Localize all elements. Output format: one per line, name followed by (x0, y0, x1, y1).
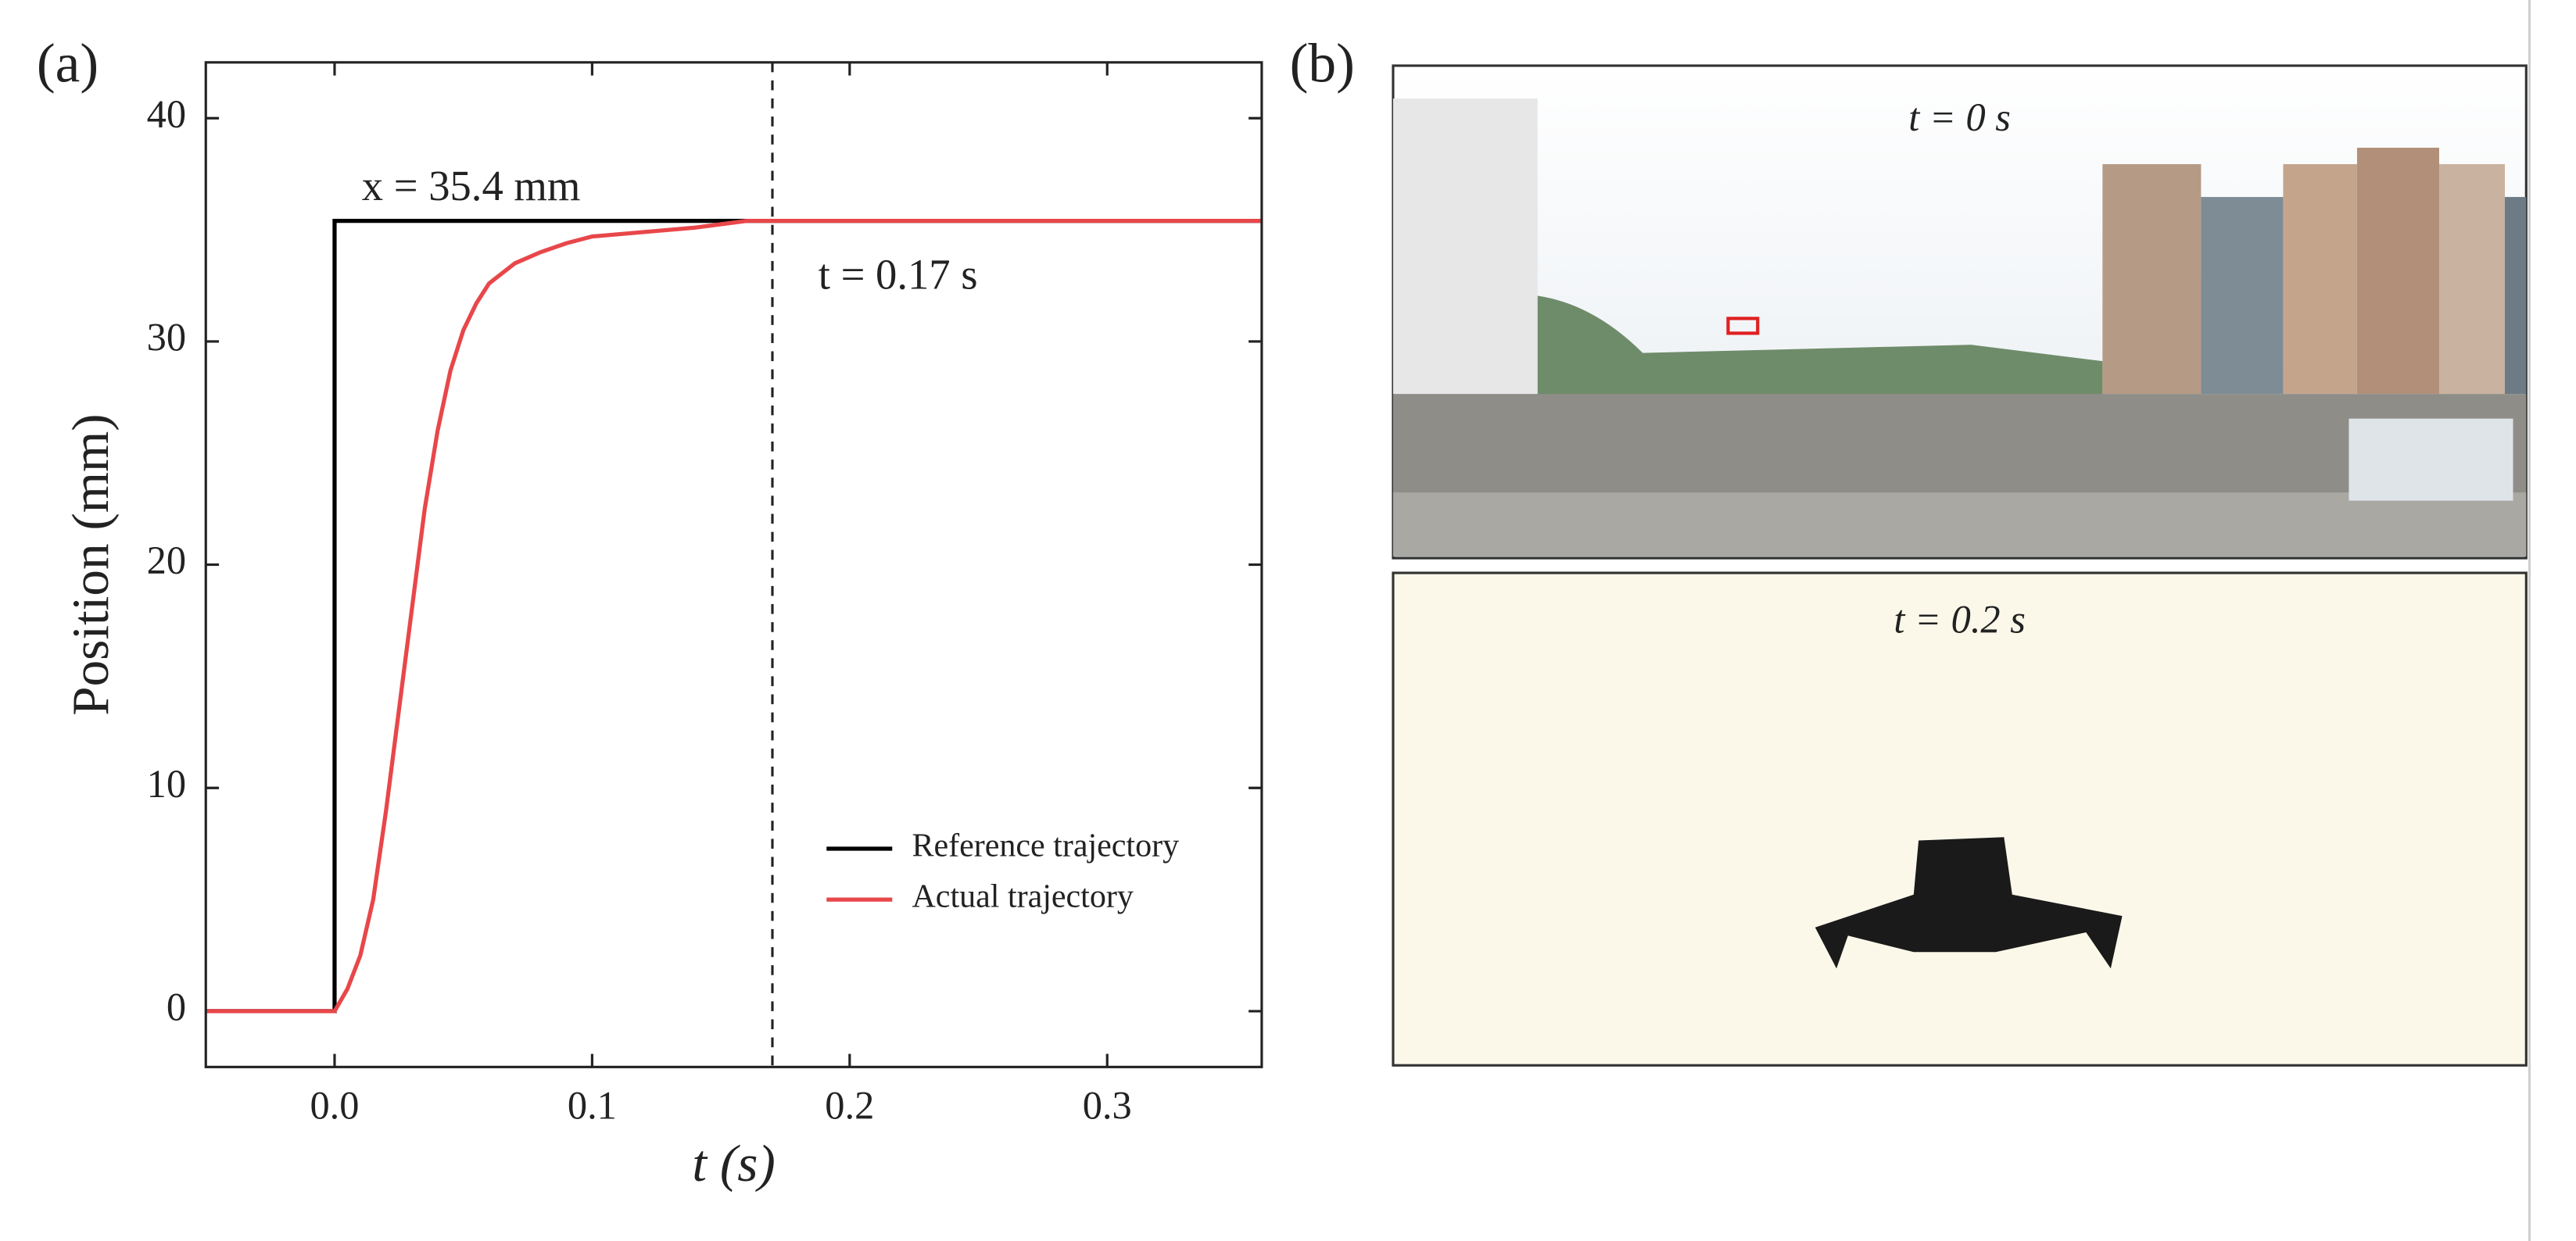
photo-bottom (1392, 571, 2528, 1067)
annotation: x = 35.4 mm (362, 162, 581, 209)
y-tick-label: 10 (147, 762, 186, 806)
plot-frame (204, 61, 1263, 1068)
x-tick-label: 0.3 (1083, 1084, 1132, 1128)
series-line (206, 219, 1262, 1014)
x-tick-label: 0.0 (310, 1084, 359, 1128)
y-tick-label: 30 (147, 315, 186, 359)
photo-label: t = 0.2 s (1893, 598, 2025, 642)
legend-label: Actual trajectory (912, 879, 1133, 915)
x-axis-label: t (s) (692, 1134, 775, 1193)
legend-label: Reference trajectory (912, 828, 1179, 864)
y-tick-label: 0 (167, 985, 186, 1028)
x-tick-label: 0.1 (568, 1084, 617, 1128)
photo-top (1392, 64, 2528, 560)
y-axis-label: Position (mm) (61, 413, 120, 715)
y-tick-label: 40 (147, 92, 186, 136)
panel-label: (b) (1290, 33, 1355, 95)
photo-label: t = 0 s (1908, 95, 2011, 139)
panel-label: (a) (37, 33, 99, 95)
x-tick-label: 0.2 (825, 1084, 874, 1128)
annotation: t = 0.17 s (819, 251, 978, 299)
y-tick-label: 20 (147, 538, 186, 582)
